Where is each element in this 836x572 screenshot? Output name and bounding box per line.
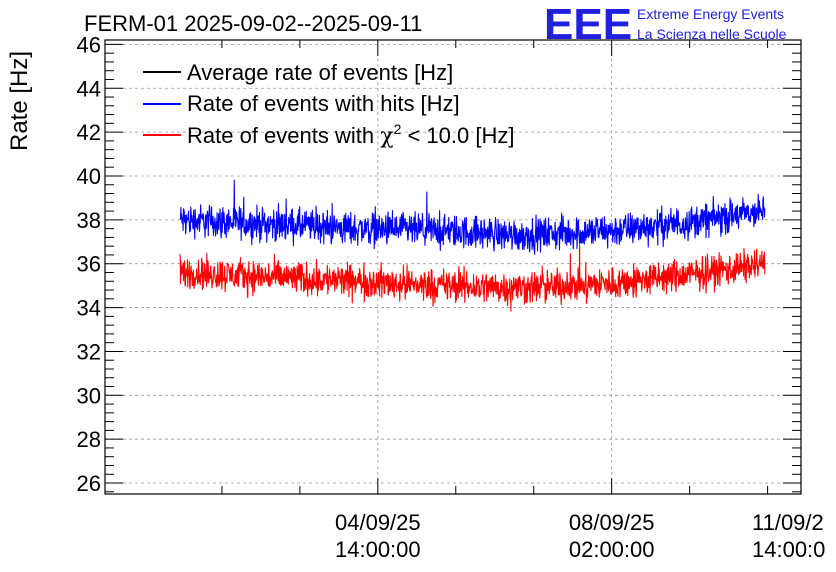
- legend-label-chi2: Rate of events with χ2 < 10.0 [Hz]: [187, 121, 514, 149]
- chart-title: FERM-01 2025-09-02--2025-09-11: [84, 11, 422, 36]
- y-tick-label: 38: [77, 208, 101, 233]
- legend-label-average: Average rate of events [Hz]: [187, 60, 453, 85]
- x-tick-label-time: 14:00:00: [335, 537, 421, 562]
- logo-line-2: La Scienza nelle Scuole: [637, 26, 787, 42]
- series-layer: [179, 179, 766, 312]
- x-tick-label-time: 02:00:00: [569, 537, 655, 562]
- logo-line-1: Extreme Energy Events: [637, 6, 784, 22]
- y-tick-label: 26: [77, 471, 101, 496]
- legend-chi-symbol: χ: [380, 124, 393, 149]
- y-tick-label: 46: [77, 32, 101, 57]
- y-tick-label: 36: [77, 252, 101, 277]
- eee-logo: EEE Extreme Energy Events La Scienza nel…: [544, 0, 787, 49]
- series-line-chi2: [179, 244, 766, 312]
- legend-entry-hits: Rate of events with hits [Hz]: [143, 91, 460, 116]
- axis-ticks: [105, 40, 801, 494]
- legend: Average rate of events [Hz] Rate of even…: [143, 60, 514, 149]
- y-tick-labels: 26 28 30 32 34 36 38 40 42 44 46: [77, 32, 101, 496]
- legend-entry-chi2: Rate of events with χ2 < 10.0 [Hz]: [143, 121, 514, 149]
- series-line-hits: [179, 179, 766, 255]
- legend-label-hits: Rate of events with hits [Hz]: [187, 91, 460, 116]
- logo-letters: EEE: [544, 0, 632, 49]
- y-tick-label: 32: [77, 339, 101, 364]
- y-tick-label: 34: [77, 296, 101, 321]
- legend-entry-average: Average rate of events [Hz]: [143, 60, 453, 85]
- y-tick-label: 42: [77, 120, 101, 145]
- x-tick-label-date: 04/09/25: [335, 510, 421, 535]
- legend-chi-superscript: 2: [394, 121, 402, 137]
- y-tick-label: 30: [77, 383, 101, 408]
- legend-chi2-part-2: < 10.0 [Hz]: [401, 123, 514, 148]
- legend-chi2-part-1: Rate of events with: [187, 123, 380, 148]
- y-tick-label: 44: [77, 76, 101, 101]
- plot-frame: [104, 39, 802, 495]
- x-tick-label-time: 14:00:0: [752, 537, 825, 562]
- x-tick-label-date: 08/09/25: [569, 510, 655, 535]
- y-axis-label: Rate [Hz]: [6, 51, 33, 151]
- y-tick-label: 40: [77, 164, 101, 189]
- y-tick-label: 28: [77, 427, 101, 452]
- x-tick-label-date: 11/09/2: [752, 510, 824, 535]
